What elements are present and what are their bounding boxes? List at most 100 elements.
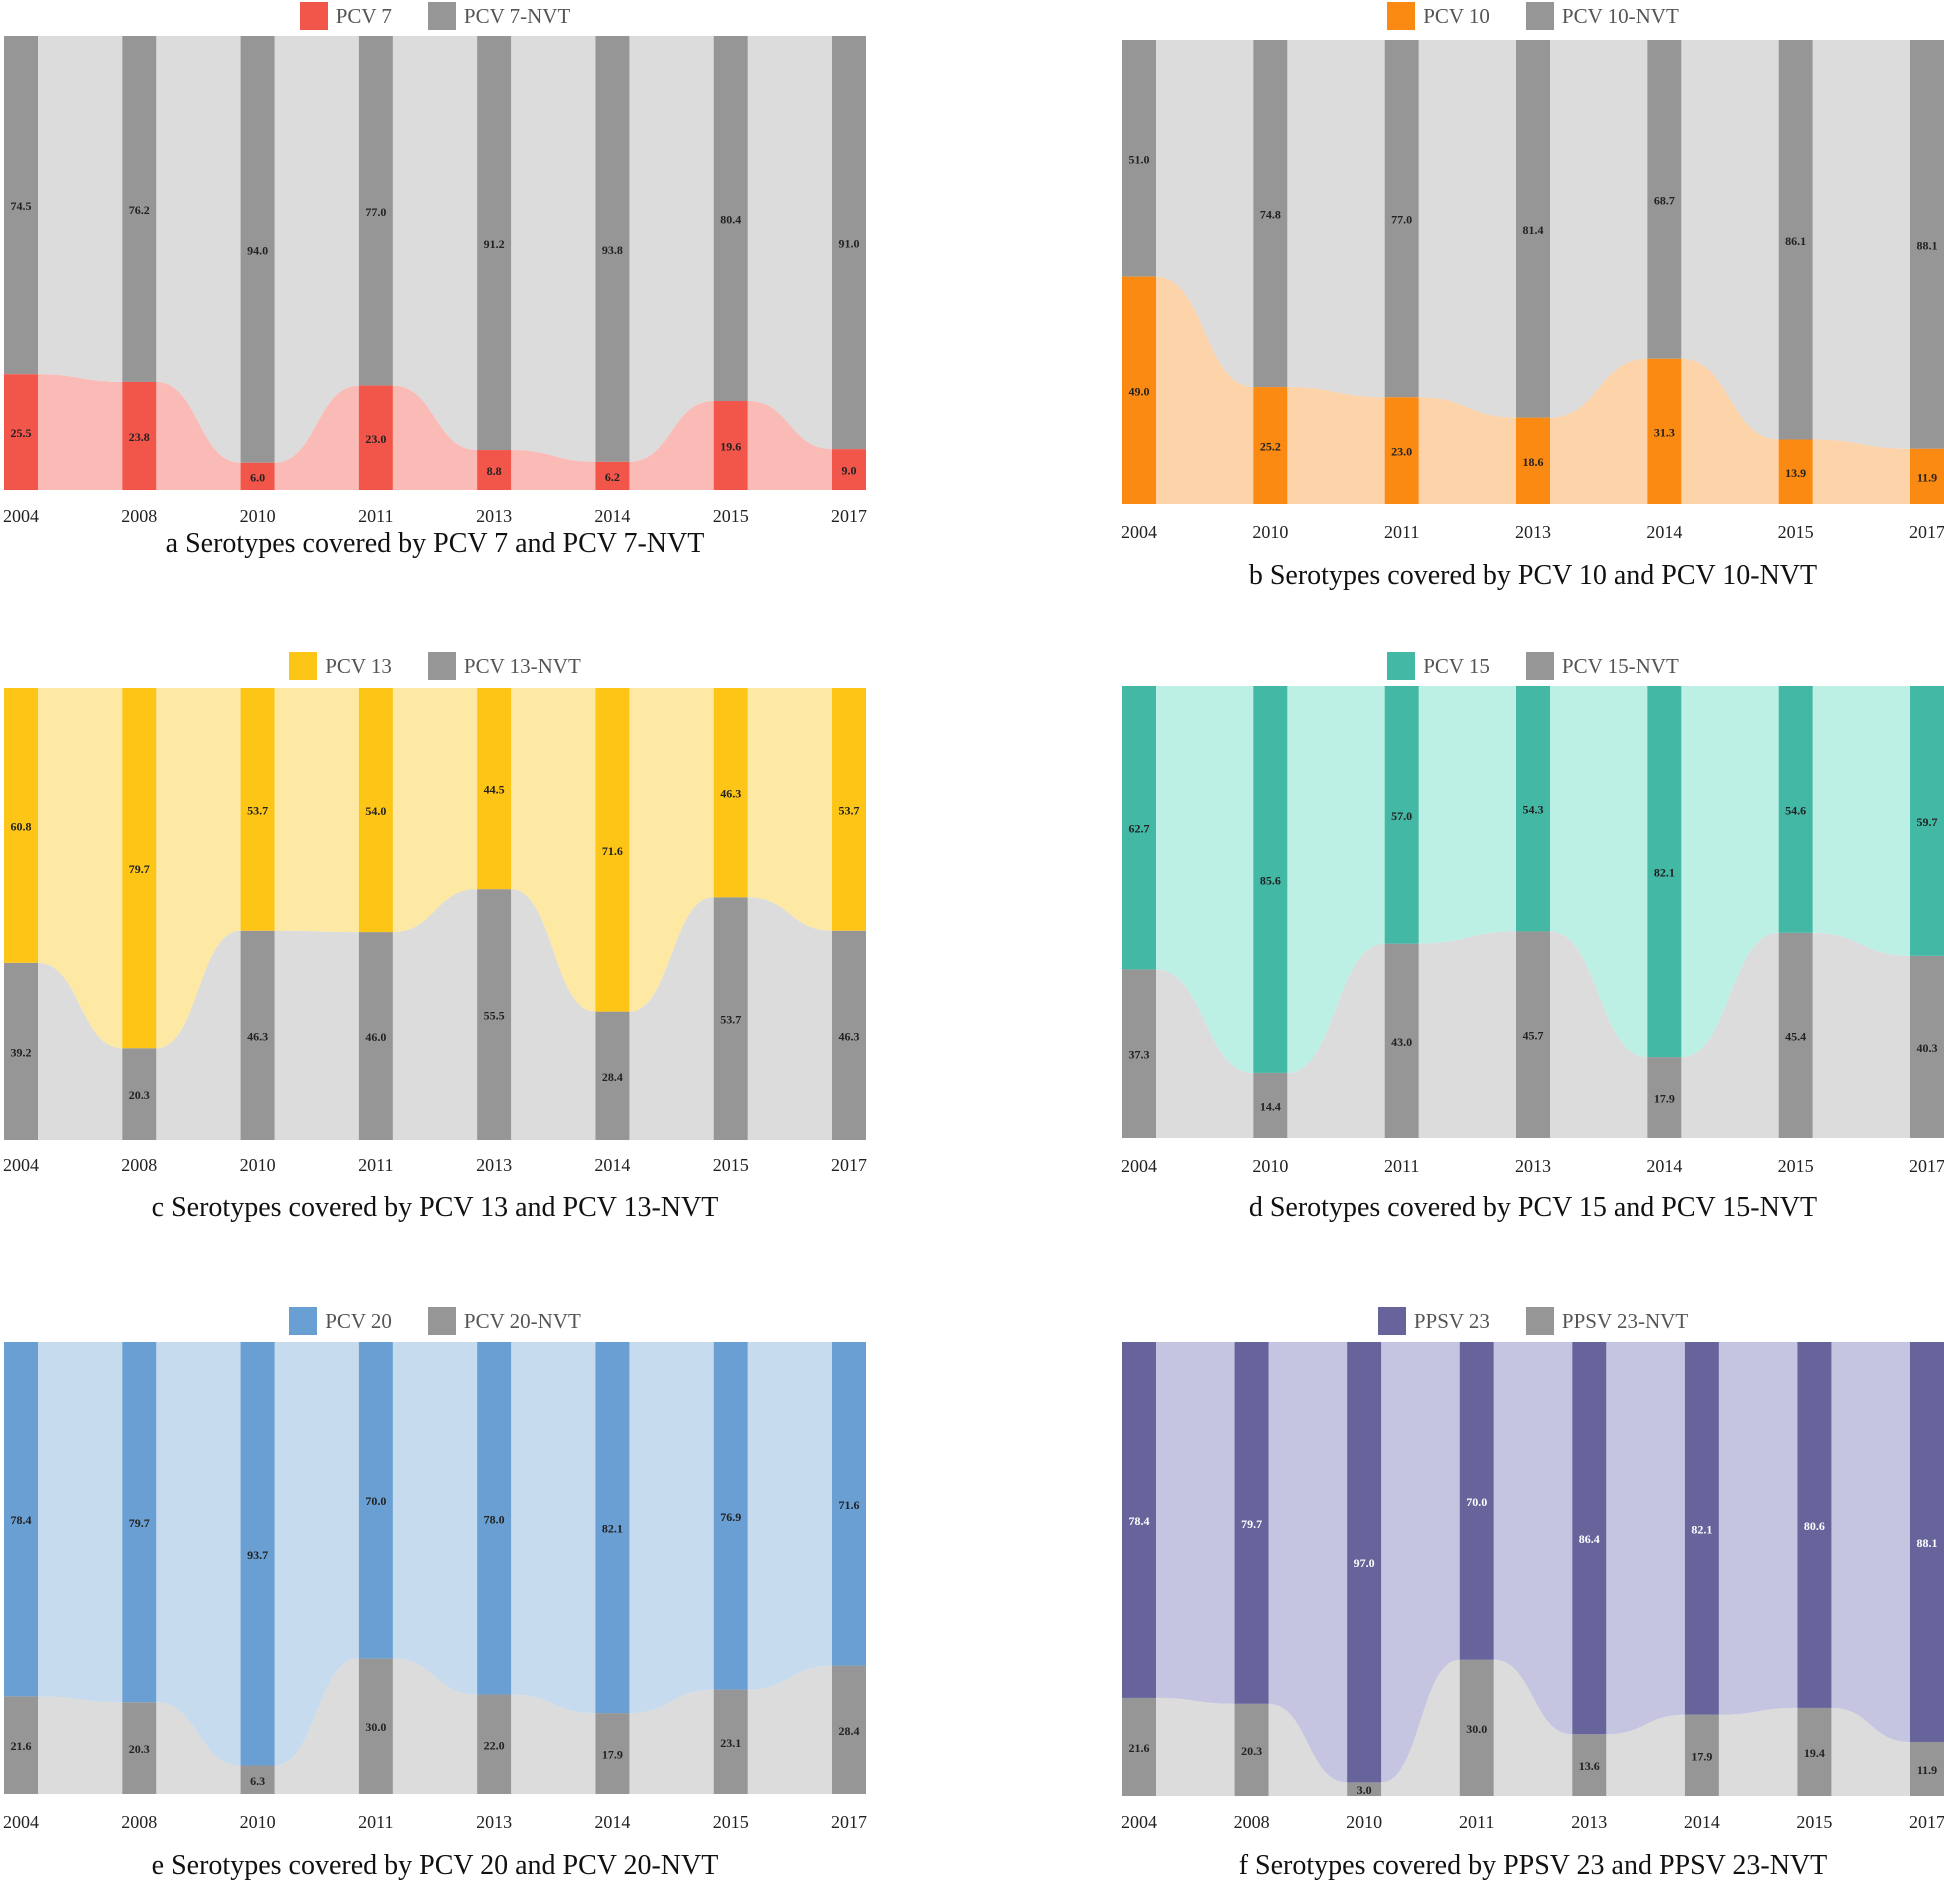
bar-nvt (1778, 932, 1813, 1138)
legend-swatch (1377, 1307, 1406, 1335)
bar-nvt (1384, 40, 1419, 398)
data-label-nvt: 23.1 (720, 1736, 741, 1750)
chart-panel-f: PPSV 23 PPSV 23-NVT 78.4 21.6 2004 79.7 20.3 20… (1121, 1305, 1944, 1894)
data-label-covered: 80.6 (1804, 1519, 1825, 1533)
flow-nvt (1418, 40, 1516, 418)
bar-covered (1253, 387, 1288, 504)
data-label-covered: 54.0 (365, 804, 386, 818)
data-label-nvt: 21.6 (11, 1739, 32, 1753)
data-label-covered: 23.8 (129, 430, 150, 444)
data-label-covered: 53.7 (247, 803, 268, 817)
x-tick-label: 2008 (121, 1155, 157, 1175)
bar-covered (1459, 1342, 1494, 1660)
flow-nvt (1681, 932, 1779, 1138)
bar-covered (832, 688, 866, 931)
data-label-covered: 78.0 (484, 1512, 505, 1526)
bar-covered (595, 1342, 630, 1714)
data-label-covered: 79.7 (129, 1516, 150, 1530)
x-tick-label: 2004 (3, 506, 39, 526)
flow-nvt (1812, 40, 1910, 449)
data-label-covered: 9.0 (842, 464, 857, 478)
flow-nvt (747, 1665, 832, 1794)
data-label-covered: 78.4 (11, 1513, 32, 1527)
legend-label: PCV 7 (335, 3, 392, 28)
bar-nvt (713, 36, 748, 402)
bar-covered (358, 688, 393, 933)
bar-covered (477, 450, 512, 490)
data-label-nvt: 88.1 (1917, 238, 1938, 252)
x-tick-label: 2017 (831, 506, 867, 526)
legend-label: PCV 13-NVT (463, 653, 581, 678)
bar-nvt (1797, 1707, 1832, 1796)
x-tick-label: 2010 (240, 506, 276, 526)
data-label-nvt: 43.0 (1391, 1035, 1412, 1049)
legend-item-nvt: PCV 10-NVT (1525, 2, 1679, 30)
data-label-nvt: 17.9 (1654, 1092, 1675, 1106)
x-tick-label: 2004 (3, 1155, 39, 1175)
flow-covered (1831, 1342, 1910, 1742)
bar-covered (1122, 276, 1156, 504)
bar-nvt (595, 1011, 630, 1140)
legend-item-covered: PCV 13 (289, 652, 392, 680)
data-label-covered: 8.8 (487, 464, 502, 478)
bar-covered (1647, 686, 1682, 1058)
flow-covered (1418, 397, 1516, 504)
data-label-nvt: 40.3 (1917, 1041, 1938, 1055)
bar-nvt (240, 36, 275, 463)
data-label-covered: 76.9 (720, 1510, 741, 1524)
legend-item-nvt: PCV 13-NVT (427, 652, 581, 680)
bar-covered (1516, 417, 1550, 504)
flow-nvt (1606, 1714, 1685, 1796)
bar-nvt (4, 36, 38, 375)
x-tick-label: 2014 (1684, 1812, 1720, 1832)
bar-nvt (1516, 40, 1550, 418)
bar-covered (1384, 686, 1419, 944)
bar-nvt (713, 1689, 748, 1794)
bar-nvt (1122, 1697, 1156, 1796)
flow-covered (1550, 686, 1648, 1058)
bar-covered (713, 1342, 748, 1690)
legend-item-nvt: PCV 7-NVT (427, 2, 570, 30)
data-label-covered: 70.0 (1466, 1495, 1487, 1509)
bar-nvt (477, 1694, 512, 1794)
legend-swatch (1387, 2, 1416, 30)
flow-covered (156, 688, 241, 1049)
data-label-covered: 49.0 (1129, 384, 1150, 398)
legend-swatch (299, 2, 328, 30)
data-label-nvt: 21.6 (1129, 1741, 1150, 1755)
data-label-covered: 6.0 (250, 470, 265, 484)
bar-nvt (832, 930, 866, 1140)
x-tick-label: 2011 (358, 1812, 393, 1832)
flow-covered (1156, 686, 1254, 1073)
legend-swatch (289, 652, 318, 680)
bar-covered (1122, 1342, 1156, 1698)
bar-nvt (1253, 40, 1288, 388)
flow-nvt (1681, 40, 1779, 440)
data-label-covered: 6.2 (605, 470, 620, 484)
x-tick-label: 2004 (1121, 1156, 1157, 1176)
data-label-covered: 82.1 (1654, 866, 1675, 880)
plot-area: 62.7 37.3 2004 85.6 14.4 2010 57.0 43.0 2011 54.3… (1121, 686, 1944, 1176)
data-label-covered: 23.0 (1391, 445, 1412, 459)
x-tick-label: 2011 (1459, 1812, 1494, 1832)
flow-covered (274, 1342, 359, 1766)
bar-covered (358, 1342, 393, 1659)
flow-nvt (1550, 40, 1648, 418)
flow-covered (1606, 1342, 1685, 1735)
bar-covered (122, 1342, 157, 1703)
bar-covered (832, 449, 866, 490)
flow-nvt (511, 889, 596, 1140)
data-label-nvt: 81.4 (1523, 223, 1544, 237)
x-tick-label: 2015 (1796, 1812, 1832, 1832)
x-tick-label: 2004 (3, 1812, 39, 1832)
data-label-covered: 97.0 (1354, 1556, 1375, 1570)
flow-covered (1718, 1342, 1798, 1715)
legend-label: PCV 10 (1423, 3, 1490, 28)
flow-covered (1287, 686, 1385, 1073)
bar-covered (4, 1342, 38, 1697)
legend-swatch (1387, 652, 1416, 680)
x-tick-label: 2008 (121, 506, 157, 526)
legend-label: PCV 20 (325, 1308, 392, 1333)
data-label-covered: 46.3 (720, 787, 741, 801)
flow-covered (1812, 439, 1910, 504)
